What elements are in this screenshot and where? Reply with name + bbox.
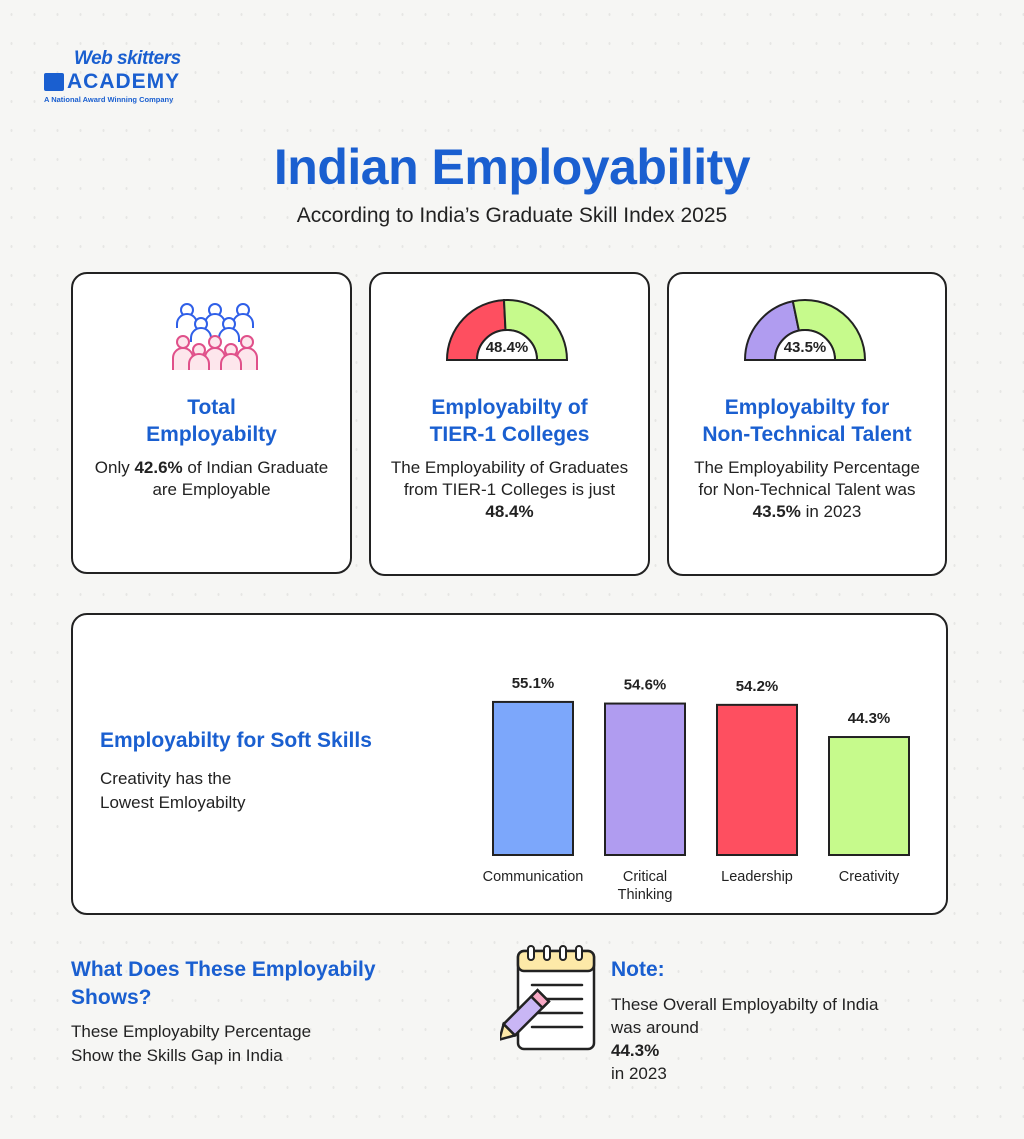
- gauge-nontech: 43.5%: [743, 299, 867, 361]
- bar-creativity: [828, 736, 910, 856]
- tier1-heading: Employabilty of TIER-1 Colleges: [371, 394, 648, 448]
- gauge-label: 48.4%: [486, 339, 529, 356]
- note-text: These Overall Employabilty of India was …: [611, 993, 878, 1085]
- gauge-inner: [773, 329, 837, 361]
- highlight-value: 43.5%: [752, 502, 801, 521]
- tier1-card: 48.4% Employabilty of TIER-1 Colleges Th…: [369, 272, 650, 576]
- soft-skills-card: Employabilty for Soft Skills Creativity …: [71, 613, 948, 915]
- text-part: The Employability of Graduates from TIER…: [390, 458, 629, 499]
- logo-academy: ACADEMY: [67, 70, 181, 93]
- shows-text: These Employabilty Percentage Show the S…: [71, 1020, 311, 1068]
- heading-line: Employabilty for: [724, 396, 890, 419]
- category-label: Thinking: [618, 887, 673, 903]
- text-part: of Indian Graduate are Employable: [152, 458, 329, 499]
- text-part: in 2023: [611, 1064, 667, 1083]
- data-label: 54.6%: [624, 677, 667, 694]
- soft-skills-bar-chart: 55.1% Communication 54.6% Critical Thinking 5…: [483, 675, 910, 903]
- data-label: 54.2%: [736, 678, 779, 695]
- logo: Web skitters ACADEMY A National Award Wi…: [44, 48, 204, 104]
- logo-tagline: A National Award Winning Company: [44, 95, 174, 104]
- soft-skills-text: Creativity has the Lowest Emloyabilty: [100, 767, 246, 815]
- notepad-pencil-icon: [500, 945, 596, 1051]
- heading-line: Employabilty: [146, 423, 277, 446]
- logo-wordmark: Web skitters: [74, 48, 181, 69]
- text-line: Creativity has the: [100, 769, 232, 788]
- total-employability-card: Total Employabilty Only 42.6% of Indian …: [71, 272, 352, 574]
- data-label: 44.3%: [848, 710, 891, 727]
- heading-line: Non-Technical Talent: [702, 423, 912, 446]
- page-subtitle: According to India’s Graduate Skill Inde…: [296, 204, 728, 227]
- total-employability-text: Only 42.6% of Indian Graduate are Employ…: [87, 457, 336, 501]
- bar-communication: [492, 700, 574, 856]
- heading-line: Employabilty of: [431, 396, 588, 419]
- heading-line: TIER-1 Colleges: [429, 423, 590, 446]
- category-label: Communication: [483, 869, 584, 885]
- text-line: These Employabilty Percentage: [71, 1022, 312, 1041]
- category-label: Leadership: [721, 869, 793, 885]
- category-label: Critical: [623, 869, 667, 885]
- gauge-label: 43.5%: [784, 339, 827, 356]
- category-label: Creativity: [839, 869, 900, 885]
- people-group-icon: [172, 303, 258, 370]
- data-label: 55.1%: [512, 675, 555, 692]
- bar-critical-thinking: [604, 702, 686, 856]
- highlight-value: 48.4%: [485, 502, 534, 521]
- tier1-text: The Employability of Graduates from TIER…: [385, 457, 634, 523]
- page-title: Indian Employability: [273, 139, 751, 195]
- nontech-text: The Employability Percentage for Non-Tec…: [683, 457, 931, 523]
- graduation-cap-icon: [44, 73, 64, 91]
- heading-line: Total: [187, 396, 236, 419]
- text-part: in 2023: [800, 502, 862, 521]
- text-line: Lowest Emloyabilty: [100, 793, 246, 812]
- bar-leadership: [716, 703, 798, 856]
- nontech-heading: Employabilty for Non-Technical Talent: [669, 394, 945, 448]
- highlight-value: 44.3%: [611, 1041, 660, 1060]
- total-employability-heading: Total Employabilty: [73, 394, 350, 448]
- highlight-value: 42.6%: [134, 458, 183, 477]
- text-line: Show the Skills Gap in India: [71, 1046, 283, 1065]
- gauge-tier1: 48.4%: [445, 299, 569, 361]
- text-line: These Overall Employabilty of India: [611, 995, 879, 1014]
- shows-heading: What Does These Employabily Shows?: [71, 956, 376, 1012]
- nontech-card: 43.5% Employabilty for Non-Technical Tal…: [667, 272, 947, 576]
- text-part: was around: [611, 1018, 699, 1037]
- text-line: was around 44.3% in 2023: [611, 1016, 878, 1085]
- text-part: Only: [94, 458, 135, 477]
- heading-line: Shows?: [71, 986, 152, 1009]
- note-heading: Note:: [611, 958, 665, 981]
- heading-line: What Does These Employabily: [71, 958, 376, 981]
- text-part: The Employability Percentage for Non-Tec…: [694, 458, 920, 499]
- soft-skills-heading: Employabilty for Soft Skills: [100, 729, 372, 752]
- gauge-inner: [475, 329, 539, 361]
